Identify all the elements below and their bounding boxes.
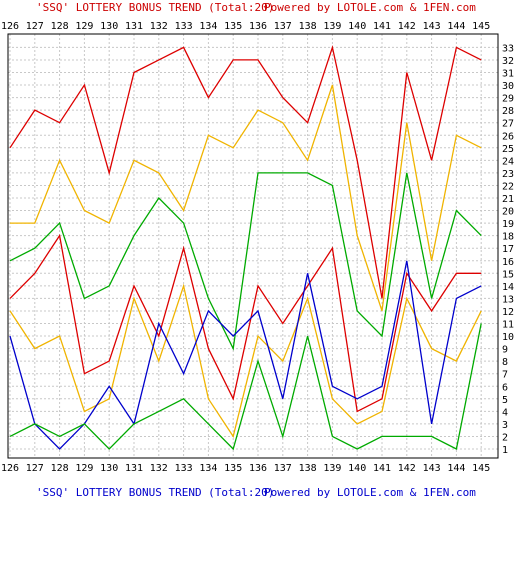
x-tick-label-bottom: 137 — [274, 463, 292, 474]
x-tick-label-bottom: 129 — [75, 463, 93, 474]
x-tick-label-bottom: 135 — [224, 463, 242, 474]
y-tick-label: 13 — [502, 294, 514, 305]
tick-labels: 1261261271271281281291291301301311311321… — [1, 21, 514, 474]
x-tick-label-top: 128 — [51, 21, 69, 32]
x-tick-label-bottom: 136 — [249, 463, 267, 474]
x-tick-label-bottom: 143 — [423, 463, 441, 474]
x-tick-label-top: 132 — [150, 21, 168, 32]
y-tick-label: 23 — [502, 169, 514, 180]
x-tick-label-top: 135 — [224, 21, 242, 32]
x-tick-label-bottom: 131 — [125, 463, 143, 474]
x-tick-label-bottom: 145 — [472, 463, 490, 474]
y-tick-label: 33 — [502, 43, 514, 54]
x-tick-label-top: 138 — [299, 21, 317, 32]
series-line-3 — [9, 172, 482, 351]
x-tick-label-top: 140 — [348, 21, 366, 32]
y-tick-label: 28 — [502, 106, 514, 117]
x-tick-label-bottom: 140 — [348, 463, 366, 474]
y-tick-label: 32 — [502, 56, 514, 67]
x-tick-label-top: 139 — [323, 21, 341, 32]
y-tick-label: 15 — [502, 269, 514, 280]
y-tick-label: 11 — [502, 320, 514, 331]
x-tick-label-top: 129 — [75, 21, 93, 32]
y-tick-label: 6 — [502, 382, 508, 393]
x-tick-label-top: 142 — [398, 21, 416, 32]
x-tick-label-top: 141 — [373, 21, 391, 32]
y-tick-label: 5 — [502, 395, 508, 406]
x-tick-label-top: 131 — [125, 21, 143, 32]
x-tick-label-bottom: 127 — [26, 463, 44, 474]
grid — [8, 34, 498, 458]
y-tick-label: 17 — [502, 244, 514, 255]
y-tick-label: 27 — [502, 119, 514, 130]
x-tick-label-top: 126 — [1, 21, 19, 32]
x-tick-label-bottom: 139 — [323, 463, 341, 474]
y-tick-label: 2 — [502, 432, 508, 443]
y-tick-label: 30 — [502, 81, 514, 92]
footer-title: 'SSQ' LOTTERY BONUS TREND (Total:20) — [36, 486, 274, 499]
y-tick-label: 4 — [502, 407, 508, 418]
x-tick-label-top: 143 — [423, 21, 441, 32]
x-tick-label-bottom: 142 — [398, 463, 416, 474]
x-tick-label-bottom: 132 — [150, 463, 168, 474]
x-tick-label-bottom: 133 — [175, 463, 193, 474]
y-tick-label: 26 — [502, 131, 514, 142]
y-tick-label: 12 — [502, 307, 514, 318]
series-line-7 — [9, 323, 482, 451]
x-tick-label-bottom: 141 — [373, 463, 391, 474]
x-tick-label-top: 136 — [249, 21, 267, 32]
x-tick-label-top: 145 — [472, 21, 490, 32]
x-tick-label-top: 127 — [26, 21, 44, 32]
header-title: 'SSQ' LOTTERY BONUS TREND (Total:20) — [36, 1, 274, 14]
x-tick-label-top: 134 — [199, 21, 217, 32]
plot-border — [7, 33, 499, 459]
y-tick-label: 16 — [502, 257, 514, 268]
footer-powered-by: Powered by LOTOLE.com & 1FEN.com — [264, 486, 476, 499]
x-tick-label-top: 133 — [175, 21, 193, 32]
y-tick-label: 21 — [502, 194, 514, 205]
y-tick-label: 29 — [502, 94, 514, 105]
y-tick-label: 7 — [502, 370, 508, 381]
x-tick-label-top: 137 — [274, 21, 292, 32]
y-tick-label: 9 — [502, 345, 508, 356]
y-tick-label: 25 — [502, 144, 514, 155]
y-tick-label: 31 — [502, 69, 514, 80]
series-line-6 — [9, 260, 482, 450]
series-lines — [9, 44, 482, 451]
y-tick-label: 24 — [502, 156, 514, 167]
y-tick-label: 8 — [502, 357, 508, 368]
y-tick-label: 20 — [502, 207, 514, 218]
y-tick-label: 1 — [502, 445, 508, 456]
x-tick-label-bottom: 144 — [447, 463, 465, 474]
series-line-5 — [9, 283, 482, 438]
x-tick-label-bottom: 138 — [299, 463, 317, 474]
y-tick-label: 14 — [502, 282, 514, 293]
x-tick-label-bottom: 128 — [51, 463, 69, 474]
x-tick-label-top: 144 — [447, 21, 465, 32]
header-powered-by: Powered by LOTOLE.com & 1FEN.com — [264, 1, 476, 14]
series-line-4 — [9, 233, 482, 413]
series-line-2 — [10, 84, 482, 312]
x-tick-label-bottom: 130 — [100, 463, 118, 474]
x-tick-label-top: 130 — [100, 21, 118, 32]
y-tick-label: 10 — [502, 332, 514, 343]
x-tick-label-bottom: 126 — [1, 463, 19, 474]
series-line-1 — [9, 44, 482, 299]
x-tick-label-bottom: 134 — [199, 463, 217, 474]
y-tick-label: 19 — [502, 219, 514, 230]
y-tick-label: 18 — [502, 232, 514, 243]
y-tick-label: 22 — [502, 181, 514, 192]
y-tick-label: 3 — [502, 420, 508, 431]
